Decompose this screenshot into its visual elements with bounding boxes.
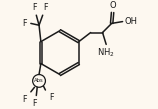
Text: O: O	[109, 1, 116, 10]
Text: F: F	[22, 19, 26, 28]
Text: Abs: Abs	[34, 78, 44, 83]
Text: F: F	[32, 99, 37, 108]
Text: NH$_2$: NH$_2$	[97, 46, 115, 59]
Text: F: F	[32, 3, 37, 12]
Text: F: F	[22, 95, 26, 104]
Text: OH: OH	[125, 17, 137, 26]
Text: F: F	[43, 3, 48, 12]
Text: F: F	[49, 93, 54, 102]
